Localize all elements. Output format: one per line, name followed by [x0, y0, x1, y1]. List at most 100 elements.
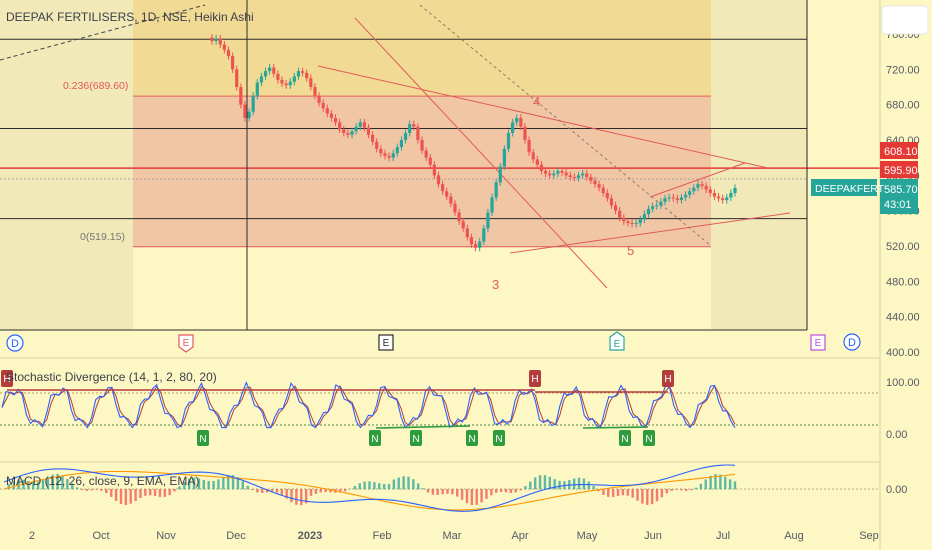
macd-histogram-bar	[533, 477, 537, 490]
bull-divergence-marker[interactable]	[643, 430, 655, 446]
bear-divergence-marker[interactable]	[1, 370, 13, 387]
dividend-marker-left-label: D	[11, 338, 19, 350]
candle-body	[305, 72, 309, 79]
candle-body	[259, 76, 264, 83]
candle-body	[354, 126, 358, 132]
macd-histogram-bar	[241, 481, 244, 490]
macd-histogram-bar	[641, 489, 644, 504]
macd-histogram-bar	[275, 489, 279, 493]
macd-histogram-bar	[407, 476, 410, 490]
candle-body	[721, 198, 725, 201]
bear-divergence-marker[interactable]	[662, 370, 674, 387]
candle-body	[445, 191, 449, 197]
earnings-marker-4[interactable]	[810, 334, 826, 351]
candle-body	[379, 148, 383, 154]
price-label-595: 595.90	[884, 165, 918, 177]
macd-histogram-bar	[114, 489, 118, 501]
macd-histogram-bar	[699, 483, 703, 490]
candle-body	[593, 180, 597, 185]
macd-histogram-bar	[441, 489, 444, 495]
candle-body	[556, 170, 560, 174]
macd-histogram-bar	[382, 484, 386, 490]
macd-histogram-bar	[495, 489, 498, 493]
price-label-608: 608.10	[884, 146, 918, 158]
earnings-marker-2[interactable]	[378, 334, 394, 351]
candle-body	[585, 173, 589, 178]
macd-histogram-bar	[538, 475, 542, 490]
macd-histogram-bar	[733, 481, 737, 490]
bear-divergence-marker-label: H	[664, 374, 671, 385]
bear-divergence-marker[interactable]	[529, 370, 541, 387]
stoch-tick-100: 100.00	[886, 377, 920, 389]
bull-divergence-marker[interactable]	[197, 430, 209, 446]
candle-body	[729, 193, 733, 198]
macd-histogram-bar	[621, 489, 625, 496]
macd-histogram-bar	[236, 477, 240, 490]
macd-histogram-bar	[626, 489, 629, 496]
candle-body	[539, 164, 544, 171]
macd-histogram-bar	[153, 489, 157, 496]
wave-label-5: 5	[627, 243, 634, 258]
bull-divergence-marker-label: N	[199, 434, 206, 445]
macd-histogram-bar	[675, 489, 678, 490]
macd-title: MACD (12, 26, close, 9, EMA, EMA)	[6, 474, 199, 488]
macd-histogram-bar	[480, 489, 483, 503]
candle-body	[692, 187, 696, 192]
macd-histogram-bar	[12, 480, 15, 490]
macd-pane	[0, 464, 880, 512]
candle-body	[560, 170, 564, 173]
macd-histogram-bar	[431, 489, 435, 495]
candle-body	[613, 205, 618, 211]
candle-body	[469, 237, 474, 245]
macd-histogram-bar	[207, 481, 210, 490]
macd-histogram-bar	[524, 486, 527, 490]
bull-divergence-marker[interactable]	[619, 430, 631, 446]
macd-histogram-bar	[187, 478, 191, 490]
candle-body	[576, 175, 581, 178]
candle-body	[453, 203, 457, 213]
bull-divergence-marker[interactable]	[493, 430, 505, 446]
bull-divergence-marker-label: N	[495, 434, 502, 445]
candle-body	[502, 148, 506, 167]
macd-histogram-bar	[256, 489, 259, 493]
bull-divergence-marker[interactable]	[410, 430, 422, 446]
earnings-marker-1[interactable]	[178, 334, 194, 353]
bull-divergence-marker-label: N	[371, 434, 378, 445]
time-tick-1: Oct	[92, 530, 109, 542]
macd-histogram-bar	[110, 489, 113, 497]
macd-histogram-bar	[222, 477, 225, 490]
candle-body	[638, 219, 642, 224]
candle-body	[609, 198, 614, 206]
candle-body	[239, 87, 243, 105]
time-tick-5: Feb	[373, 530, 392, 542]
time-axis[interactable]: 2 Oct Nov Dec 2023 Feb Mar Apr May Jun Jul Aug Sep	[29, 530, 879, 542]
macd-histogram-bar	[173, 489, 176, 492]
candle-body	[708, 189, 712, 193]
candle-body	[412, 124, 416, 127]
candle-body	[325, 108, 329, 114]
wave-label-3: 3	[492, 277, 499, 292]
macd-histogram-bar	[300, 489, 303, 506]
bull-divergence-marker[interactable]	[466, 430, 478, 446]
dividend-marker-left[interactable]	[6, 334, 24, 352]
bull-divergence-marker[interactable]	[369, 430, 381, 446]
price-tick-1: 720.00	[886, 64, 920, 76]
candle-body	[375, 141, 379, 149]
candle-body	[663, 198, 667, 202]
trend-line-lower	[509, 212, 791, 254]
candle-body	[436, 175, 441, 185]
candle-body	[675, 198, 679, 201]
candle-body	[696, 184, 700, 188]
candle-body	[461, 221, 465, 229]
earnings-marker-3[interactable]	[609, 331, 625, 351]
candle-body	[465, 228, 469, 238]
trend-line-descending	[354, 17, 608, 289]
price-tick-9: 400.00	[886, 347, 920, 359]
macd-histogram-bar	[80, 489, 84, 491]
top-right-widget[interactable]	[881, 5, 929, 35]
dividend-marker-right[interactable]	[843, 333, 861, 351]
candle-body	[309, 78, 313, 87]
macd-histogram-bar	[295, 489, 298, 505]
candle-body	[317, 95, 321, 103]
